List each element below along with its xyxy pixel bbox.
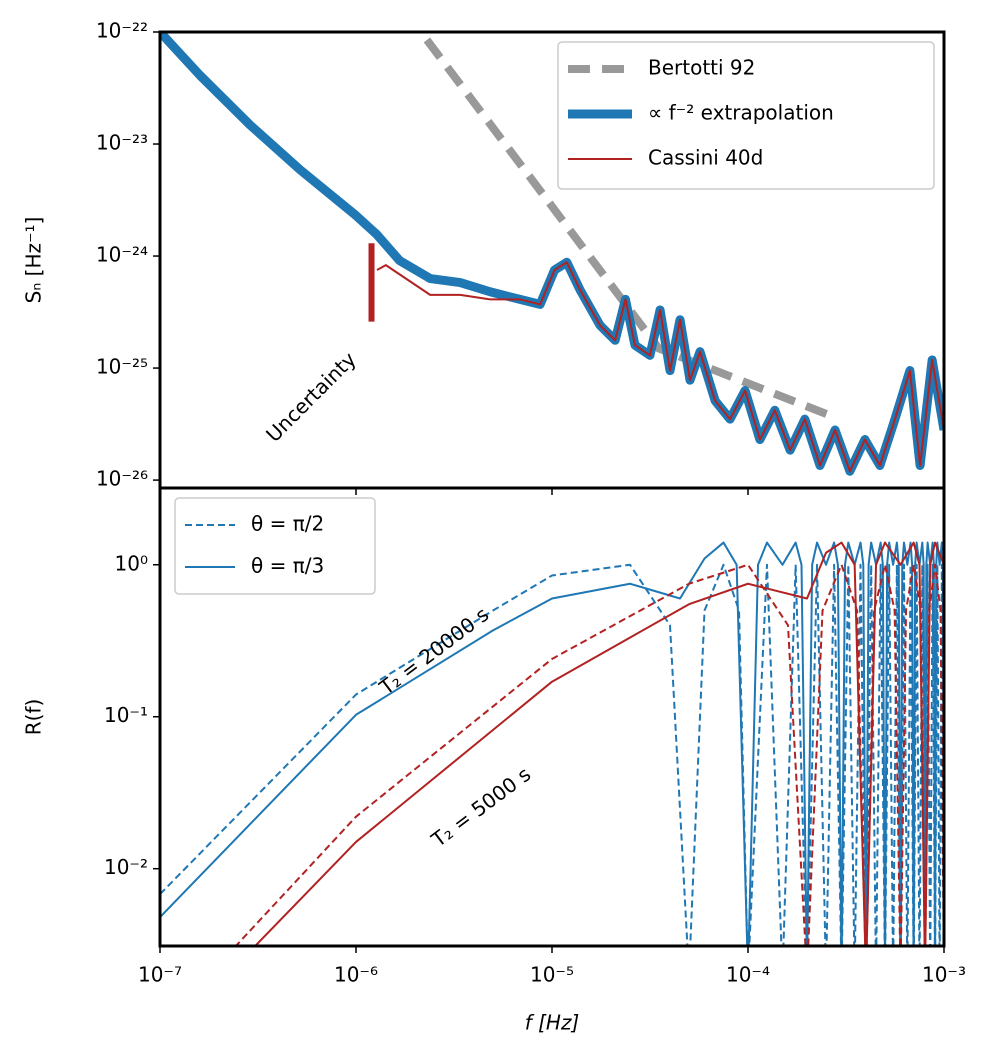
x-axis-label: f [Hz] xyxy=(525,1011,580,1035)
series-line xyxy=(160,541,944,946)
legend-label: ∝ f⁻² extrapolation xyxy=(648,101,834,125)
y-tick-label: 10⁻²⁵ xyxy=(96,355,148,379)
legend-box xyxy=(557,41,935,190)
series-line xyxy=(376,261,944,473)
y-tick-label: 10⁻² xyxy=(104,855,148,879)
annotation: Uncertainty xyxy=(261,347,361,447)
y-tick-label: 10⁻²³ xyxy=(96,131,148,155)
y-axis-label: R(f) xyxy=(22,699,46,736)
x-tick-label: 10⁻⁷ xyxy=(138,963,182,987)
legend-label: Cassini 40d xyxy=(648,146,763,170)
y-tick-label: 10⁻¹ xyxy=(104,703,148,727)
y-tick-label: 10⁻²⁴ xyxy=(96,243,148,267)
x-tick-label: 10⁻⁵ xyxy=(530,963,574,987)
legend-label: θ = π/3 xyxy=(251,554,324,578)
legend-label: Bertotti 92 xyxy=(648,56,755,80)
legend-box xyxy=(174,497,376,595)
series-line xyxy=(423,37,831,419)
plot-area xyxy=(160,541,944,946)
axes-frame xyxy=(158,486,946,948)
x-tick-label: 10⁻³ xyxy=(922,963,966,987)
plot-area xyxy=(160,32,944,476)
y-tick-label: 10⁻²⁶ xyxy=(96,467,148,491)
annotation: T₂ = 20000 s xyxy=(374,602,493,700)
y-tick-label: 10⁰ xyxy=(115,551,148,575)
y-tick-label: 10⁻²² xyxy=(96,19,148,43)
y-axis-label: Sₙ [Hz⁻¹] xyxy=(22,217,46,304)
legend-label: θ = π/2 xyxy=(251,512,324,536)
series-line xyxy=(253,541,944,946)
annotation: T₂ = 5000 s xyxy=(426,762,535,852)
x-tick-label: 10⁻⁴ xyxy=(726,963,770,987)
series-line xyxy=(160,563,944,946)
x-tick-label: 10⁻⁶ xyxy=(334,963,378,987)
